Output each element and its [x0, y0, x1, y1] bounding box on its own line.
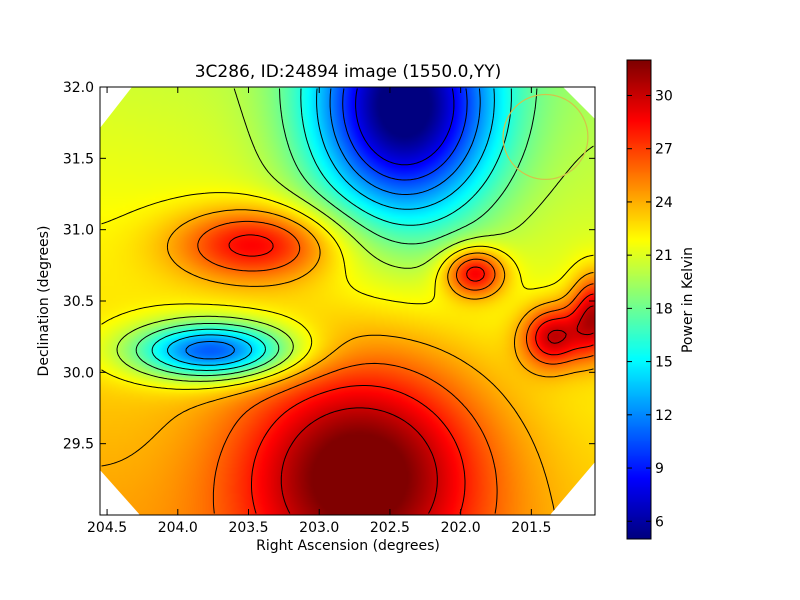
x-tick-label: 202.5 — [370, 520, 410, 536]
contour-level-24 — [101, 209, 594, 514]
colorbar-tick-label: 12 — [655, 408, 673, 424]
colorbar-tick-label: 21 — [655, 248, 673, 264]
colorbar-ticks: 6 9 12 15 18 21 24 27 30 — [627, 88, 673, 530]
heatmap-image — [100, 87, 595, 515]
y-tick-label: 31.5 — [63, 151, 94, 167]
y-axis-ticks: 29.5 30.0 30.5 31.0 31.5 32.0 — [63, 80, 595, 453]
y-tick-label: 29.5 — [63, 437, 94, 453]
y-axis-label: Declination (degrees) — [36, 226, 52, 377]
contour-level-10 — [342, 88, 468, 181]
x-tick-label: 204.0 — [158, 520, 198, 536]
colorbar-tick-label: 6 — [655, 514, 664, 530]
x-tick-label: 203.5 — [228, 520, 268, 536]
contour-level-8 — [355, 88, 455, 166]
colorbar-tick-label: 15 — [655, 355, 673, 371]
colorbar-tick-label: 24 — [655, 195, 673, 211]
contour-level-22 — [101, 192, 594, 390]
x-tick-label: 201.5 — [511, 520, 551, 536]
x-tick-label: 204.5 — [87, 520, 127, 536]
contour-level-26 — [197, 220, 594, 514]
chart-title: 3C286, ID:24894 image (1550.0,YY) — [195, 62, 502, 82]
y-tick-label: 31.0 — [63, 223, 94, 239]
contour-lines — [101, 88, 594, 514]
colorbar-tick-label: 9 — [655, 461, 664, 477]
colorbar-tick-label: 30 — [655, 88, 673, 104]
contour-level-28 — [228, 234, 594, 514]
colorbar-gradient — [627, 60, 651, 539]
contour-level-14 — [167, 88, 495, 366]
colorbar-frame — [626, 59, 652, 540]
contour-level-12 — [185, 88, 481, 360]
y-tick-label: 30.5 — [63, 294, 94, 310]
plot-area — [100, 87, 595, 515]
colorbar-tick-label: 27 — [655, 142, 673, 158]
contour-level-16 — [151, 88, 512, 371]
x-tick-label: 203.0 — [299, 520, 339, 536]
y-tick-label: 30.0 — [63, 365, 94, 381]
contour-level-20 — [116, 88, 594, 382]
x-tick-label: 202.0 — [441, 520, 481, 536]
contour-level-18 — [135, 88, 538, 377]
contour-level-30 — [280, 305, 594, 514]
x-axis-ticks: 204.5 204.0 203.5 203.0 202.5 202.0 201.5 — [87, 87, 551, 536]
beam-circle — [502, 93, 589, 180]
colorbar-tick-label: 18 — [655, 301, 673, 317]
x-axis-label: Right Ascension (degrees) — [256, 538, 440, 554]
colorbar-label: Power in Kelvin — [680, 247, 696, 353]
colorbar: 6 9 12 15 18 21 24 27 30 Power in Kelvin — [626, 59, 696, 540]
y-tick-label: 32.0 — [63, 80, 94, 96]
